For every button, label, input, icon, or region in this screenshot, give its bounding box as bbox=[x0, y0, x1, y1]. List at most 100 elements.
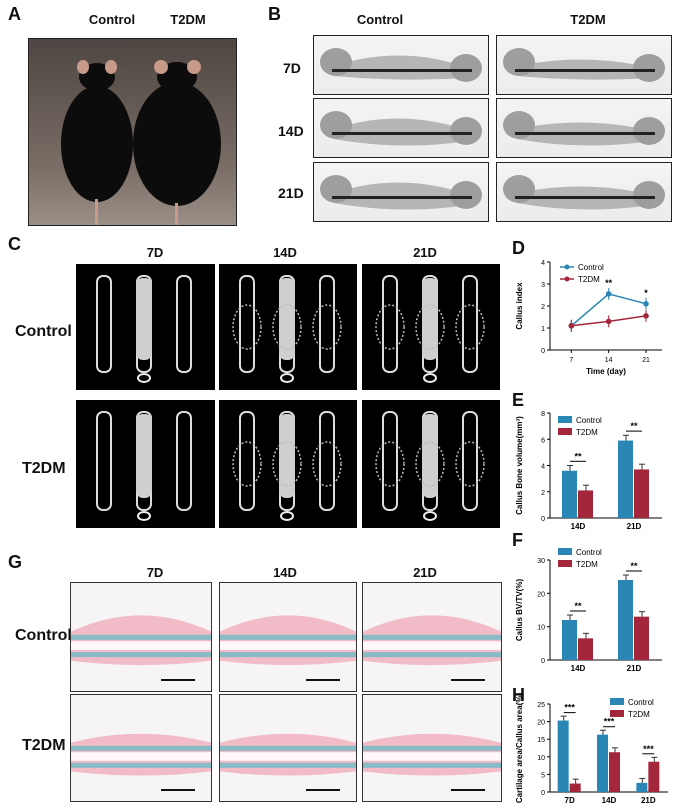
xray-image bbox=[313, 35, 489, 95]
header-c-7d: 7D bbox=[146, 245, 164, 260]
y-tick-label: 0 bbox=[541, 516, 545, 523]
significance-label: ** bbox=[630, 561, 638, 571]
header-g-21d: 21D bbox=[413, 565, 437, 580]
header-control-a: Control bbox=[88, 12, 136, 27]
histology-image bbox=[70, 694, 212, 802]
y-tick-label: 20 bbox=[537, 720, 545, 727]
bar bbox=[636, 782, 648, 792]
y-tick-label: 1 bbox=[541, 326, 545, 333]
y-axis-label: Cartilage area/Callus area(%) bbox=[515, 693, 524, 804]
legend-label: Control bbox=[576, 548, 602, 557]
header-g-14d: 14D bbox=[273, 565, 297, 580]
bar bbox=[578, 490, 593, 518]
histology-image bbox=[362, 694, 502, 802]
y-axis-label: Callus BV/TV(%) bbox=[515, 579, 524, 642]
bar bbox=[634, 616, 649, 660]
legend-label: T2DM bbox=[628, 710, 650, 719]
legend-label: T2DM bbox=[576, 560, 598, 569]
significance-label: * bbox=[644, 288, 648, 298]
x-tick-label: 21 bbox=[642, 357, 650, 364]
panel-label-d: D bbox=[512, 238, 525, 258]
y-tick-label: 2 bbox=[541, 490, 545, 497]
x-tick-label: 21D bbox=[627, 664, 642, 673]
x-axis-label: Time (day) bbox=[586, 367, 626, 376]
y-tick-label: 2 bbox=[541, 304, 545, 311]
xray-image bbox=[496, 162, 672, 222]
significance-label: *** bbox=[564, 703, 575, 713]
y-tick-label: 0 bbox=[541, 348, 545, 355]
data-point bbox=[605, 291, 612, 297]
bar bbox=[557, 720, 569, 792]
mice-photo bbox=[28, 38, 237, 226]
histology-image bbox=[362, 582, 502, 692]
header-g-7d: 7D bbox=[146, 565, 164, 580]
bar bbox=[609, 752, 620, 792]
bar bbox=[634, 469, 649, 518]
y-tick-label: 10 bbox=[537, 625, 545, 632]
microct-image bbox=[76, 264, 215, 390]
bar bbox=[569, 783, 581, 792]
data-point bbox=[605, 318, 612, 325]
header-control-b: Control bbox=[356, 12, 404, 27]
y-tick-label: 4 bbox=[541, 260, 545, 267]
panel-label-g: G bbox=[8, 552, 23, 572]
y-tick-label: 0 bbox=[541, 658, 545, 665]
chart-h-cartilage: 0 5 10 15 20 25 Cartilage area/Callus area(%) *… bbox=[515, 693, 668, 805]
significance-label: ** bbox=[630, 421, 638, 431]
legend-label: T2DM bbox=[578, 275, 600, 284]
header-c-14d: 14D bbox=[273, 245, 297, 260]
histology-image bbox=[70, 582, 212, 692]
significance-label: *** bbox=[643, 744, 654, 754]
panel-label-a: A bbox=[8, 4, 21, 24]
data-point bbox=[568, 323, 575, 329]
y-tick-label: 25 bbox=[537, 702, 545, 709]
x-tick-label: 7 bbox=[569, 357, 573, 364]
legend-label: Control bbox=[578, 263, 604, 272]
row-label-c-t2dm: T2DM bbox=[22, 460, 66, 477]
bar bbox=[648, 761, 660, 792]
microct-image bbox=[76, 400, 215, 528]
x-tick-label: 14D bbox=[571, 522, 586, 531]
xray-image bbox=[313, 162, 489, 222]
legend-label: Control bbox=[576, 416, 602, 425]
xray-image bbox=[313, 98, 489, 158]
data-point bbox=[643, 313, 649, 319]
legend-label: Control bbox=[628, 698, 654, 707]
significance-label: ** bbox=[574, 601, 582, 611]
bar bbox=[618, 580, 633, 660]
significance-label: *** bbox=[604, 717, 615, 727]
bar bbox=[618, 440, 633, 518]
row-label-b-14d: 14D bbox=[278, 123, 304, 139]
microct-image bbox=[362, 264, 500, 390]
x-tick-label: 7D bbox=[565, 796, 575, 805]
x-tick-label: 21D bbox=[641, 796, 656, 805]
legend-swatch bbox=[610, 698, 624, 705]
bar bbox=[578, 638, 593, 660]
x-tick-label: 14 bbox=[605, 357, 613, 364]
chart-f-bvtv: 0 10 20 30 Callus BV/TV(%) ** 14D ** 21D Control T… bbox=[515, 548, 662, 673]
y-tick-label: 15 bbox=[537, 737, 545, 744]
panel-label-f: F bbox=[512, 530, 523, 550]
y-tick-label: 8 bbox=[541, 411, 545, 418]
significance-label: ** bbox=[574, 451, 582, 461]
xray-image bbox=[496, 35, 672, 95]
row-label-g-t2dm: T2DM bbox=[22, 737, 66, 754]
header-t2dm-a: T2DM bbox=[170, 12, 206, 27]
y-tick-label: 4 bbox=[541, 464, 545, 471]
y-tick-label: 5 bbox=[541, 772, 545, 779]
x-tick-label: 14D bbox=[571, 664, 586, 673]
panel-label-c: C bbox=[8, 234, 21, 254]
y-tick-label: 10 bbox=[537, 755, 545, 762]
data-point bbox=[643, 301, 649, 307]
xray-image bbox=[496, 98, 672, 158]
row-label-b-21d: 21D bbox=[278, 185, 304, 201]
y-tick-label: 3 bbox=[541, 282, 545, 289]
panel-label-e: E bbox=[512, 390, 525, 410]
bar bbox=[597, 734, 608, 792]
x-tick-label: 14D bbox=[602, 796, 617, 805]
y-axis-label: Callus Bone volume(mm³) bbox=[515, 416, 524, 515]
legend-label: T2DM bbox=[576, 428, 598, 437]
histology-image bbox=[219, 582, 357, 692]
y-tick-label: 20 bbox=[537, 591, 545, 598]
header-t2dm-b: T2DM bbox=[570, 12, 606, 27]
